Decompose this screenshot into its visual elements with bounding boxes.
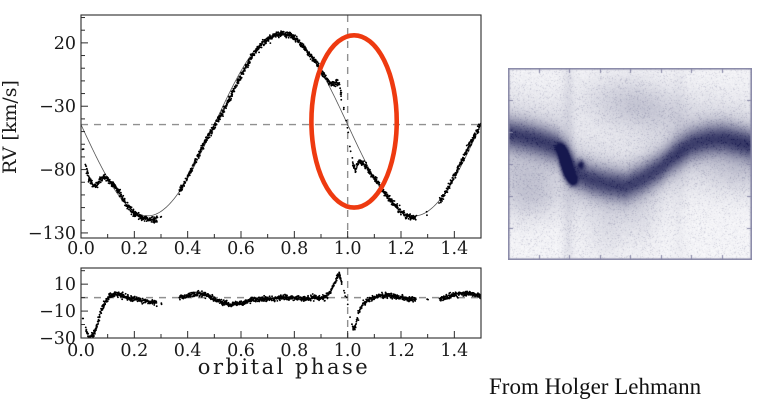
svg-text:−30: −30: [39, 329, 76, 349]
svg-text:1.4: 1.4: [440, 239, 468, 259]
svg-text:−10: −10: [39, 302, 76, 322]
svg-text:1.0: 1.0: [334, 341, 362, 361]
trailed-spectrogram-image: [508, 68, 752, 260]
svg-text:20: 20: [54, 34, 76, 54]
svg-text:0.4: 0.4: [174, 341, 202, 361]
svg-text:1.4: 1.4: [440, 341, 468, 361]
highlight-ellipse: [309, 32, 400, 210]
svg-text:0.8: 0.8: [280, 341, 308, 361]
axis-ticks: [80, 17, 482, 339]
rv-data-points: [81, 30, 481, 224]
svg-text:−130: −130: [28, 224, 76, 244]
svg-text:0.2: 0.2: [120, 341, 148, 361]
svg-text:0.6: 0.6: [227, 239, 255, 259]
x-axis-label: orbital phase: [198, 355, 370, 379]
svg-text:0.4: 0.4: [174, 239, 202, 259]
svg-text:−80: −80: [39, 161, 76, 181]
svg-text:0.8: 0.8: [280, 239, 308, 259]
reference-dashed-lines: [81, 15, 481, 338]
residual-data-points: [81, 271, 481, 338]
svg-text:0.2: 0.2: [120, 239, 148, 259]
svg-text:−30: −30: [39, 97, 76, 117]
svg-text:0.6: 0.6: [227, 341, 255, 361]
panel-frame: [80, 14, 482, 239]
panel-frame: [80, 267, 482, 339]
svg-text:0.0: 0.0: [67, 239, 95, 259]
svg-text:1.0: 1.0: [334, 239, 362, 259]
svg-text:1.2: 1.2: [387, 341, 415, 361]
y-axis-label: RV [km/s]: [0, 80, 21, 174]
attribution-caption: From Holger Lehmann: [489, 374, 702, 399]
svg-text:0.0: 0.0: [67, 341, 95, 361]
svg-text:1.2: 1.2: [387, 239, 415, 259]
svg-text:10: 10: [54, 275, 76, 295]
